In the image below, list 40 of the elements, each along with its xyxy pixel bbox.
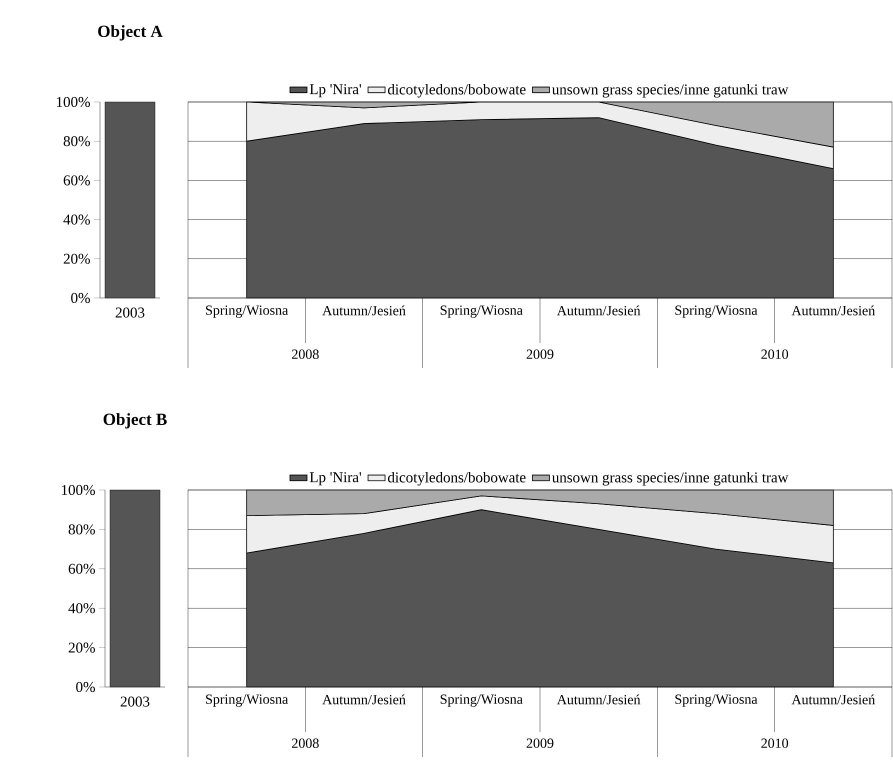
text: 2009 — [526, 738, 554, 748]
x-tick-label: Spring/Wiosna — [440, 694, 523, 707]
y-tick-label: 100% — [56, 96, 90, 108]
y-tick-label: 20% — [64, 254, 90, 264]
chart-title: Object B — [104, 413, 167, 428]
x-tick-label: Spring/Wiosna — [675, 306, 758, 318]
x-tick-label: Spring/Wiosna — [206, 306, 288, 318]
legend-label: dicotyledons/bobowate — [388, 84, 526, 98]
x-tick-label: Spring/Wiosna — [440, 306, 523, 318]
x-tick-label: 2003 — [116, 308, 144, 318]
x-tick-label: Spring/Wiosna — [675, 694, 758, 707]
x-tick-label: Autumn/Jesień — [322, 694, 406, 704]
text: 2009 — [526, 350, 554, 359]
y-tick-label: 20% — [68, 642, 95, 653]
y-tick-label: 40% — [63, 214, 90, 225]
y-tick-label: 60% — [68, 564, 95, 574]
text: 2008 — [292, 350, 319, 359]
y-tick-label: 80% — [64, 136, 90, 146]
text: 2010 — [761, 738, 788, 748]
y-tick-label: 100% — [62, 484, 95, 496]
y-tick-label: 80% — [68, 524, 95, 534]
chart-title: Object A — [98, 25, 163, 40]
text: 2008 — [292, 738, 319, 748]
legend-label: unsown grass species/inne gatunki traw — [552, 84, 788, 98]
legend-label: dicotyledons/bobowate — [388, 472, 526, 486]
x-tick-label: Autumn/Jesień — [556, 694, 640, 704]
y-tick-label: 0% — [71, 292, 90, 304]
x-tick-label: Autumn/Jesień — [792, 694, 875, 704]
legend-label: Lp 'Nira' — [310, 84, 362, 98]
x-tick-label: Spring/Wiosna — [206, 694, 288, 707]
x-tick-label: Autumn/Jesień — [556, 306, 640, 316]
legend-label: unsown grass species/inne gatunki traw — [552, 472, 788, 486]
y-tick-label: 40% — [68, 603, 95, 614]
x-tick-label: Autumn/Jesień — [322, 306, 406, 316]
legend-label: Lp 'Nira' — [310, 472, 362, 486]
y-tick-label: 0% — [76, 682, 95, 692]
x-tick-label: Autumn/Jesień — [792, 306, 875, 316]
text: 2010 — [761, 350, 788, 359]
y-tick-label: 60% — [64, 175, 90, 186]
x-tick-label: 2003 — [120, 696, 150, 707]
